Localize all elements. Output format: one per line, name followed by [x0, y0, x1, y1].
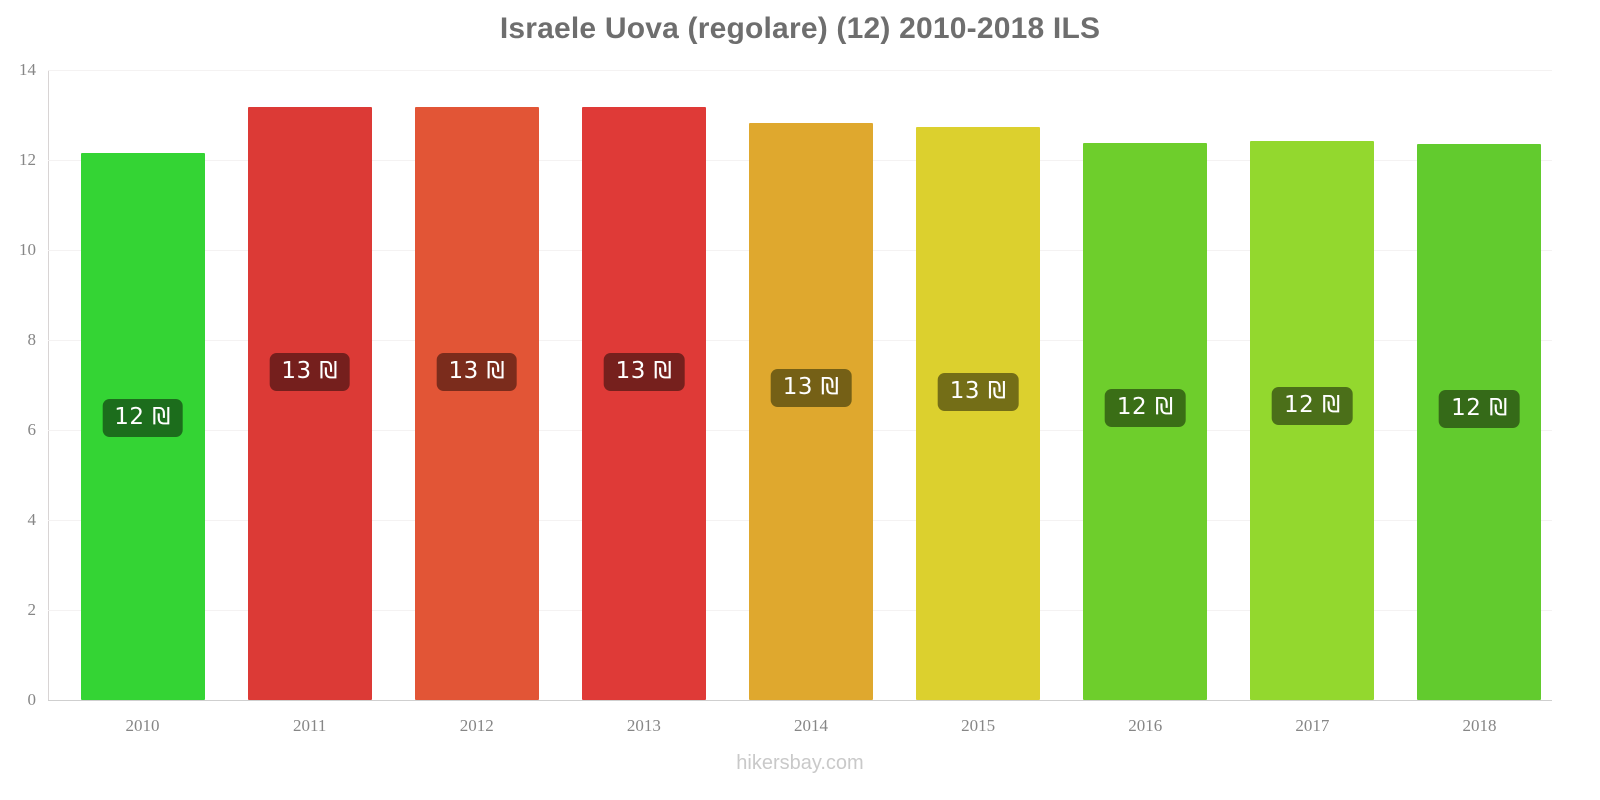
x-axis-tick-label: 2014: [794, 716, 828, 735]
bar[interactable]: [414, 107, 539, 700]
y-axis-tick-label: 0: [27, 690, 37, 709]
x-axis-tick-label: 2017: [1295, 716, 1330, 735]
chart-title: Israele Uova (regolare) (12) 2010-2018 I…: [499, 12, 1101, 45]
y-axis-tick-label: 4: [27, 510, 37, 529]
y-axis-tick-label: 8: [27, 330, 37, 349]
bar[interactable]: [247, 106, 372, 700]
x-axis-tick-label: 2010: [125, 716, 160, 735]
bar-value-label: 12 ₪: [1272, 386, 1353, 425]
bar-value-label: 12 ₪: [1104, 388, 1186, 427]
bar-value-label: 12 ₪: [102, 398, 183, 437]
bar-value-label: 13 ₪: [603, 353, 685, 392]
y-axis-line: [48, 70, 49, 701]
y-axis-tick-label: 12: [19, 150, 36, 169]
x-axis-tick-label: 2011: [292, 716, 327, 735]
y-axis-tick-label: 10: [19, 240, 36, 259]
y-axis-tick-label: 6: [27, 420, 37, 439]
y-axis-tick-label: 14: [19, 60, 36, 79]
y-axis-tick-label: 2: [27, 600, 37, 619]
x-axis-tick-label: 2018: [1462, 716, 1497, 735]
footer-credit: hikersbay.com: [736, 752, 864, 774]
x-axis-tick-label: 2012: [459, 716, 494, 735]
bar[interactable]: [749, 122, 873, 700]
bar-value-label: 12 ₪: [1439, 389, 1520, 428]
bar-value-label: 13 ₪: [269, 352, 350, 391]
x-axis-tick-label: 2016: [1128, 716, 1163, 735]
x-axis-tick-label: 2015: [961, 716, 996, 735]
gridline: [48, 700, 1552, 701]
bar-value-label: 13 ₪: [937, 373, 1019, 412]
bar[interactable]: [581, 107, 706, 700]
x-axis-tick-label: 2013: [626, 716, 661, 735]
gridline: [48, 70, 1552, 71]
bar[interactable]: [916, 127, 1041, 700]
bar-value-label: 13 ₪: [770, 368, 852, 407]
bar-value-label: 13 ₪: [436, 353, 518, 392]
plot-area: 12 ₪ 13 ₪ 13 ₪ 13 ₪ 13 ₪ 13 ₪ 12 ₪ 12 ₪ 12 ₪: [48, 70, 1552, 701]
